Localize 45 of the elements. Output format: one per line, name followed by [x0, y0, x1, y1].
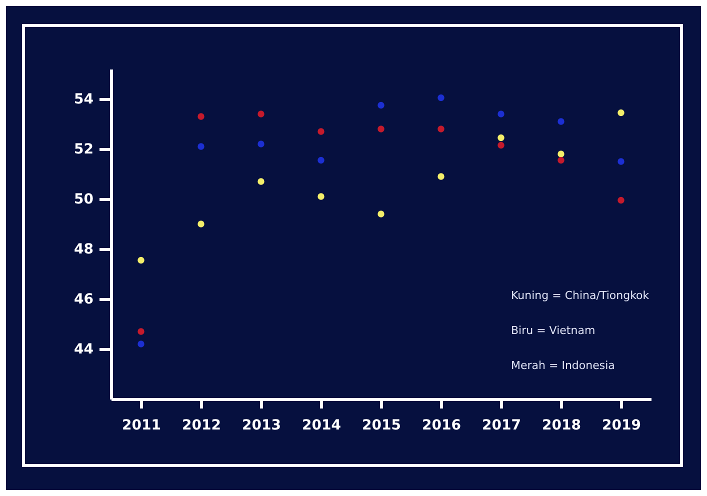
point: [318, 128, 324, 135]
y-tick-label: 46: [74, 292, 94, 308]
x-tick-label: 2012: [182, 418, 221, 434]
point: [618, 109, 624, 116]
annotation: Merah = Indonesia: [511, 359, 615, 372]
annotation: Biru = Vietnam: [511, 324, 596, 337]
x-tick-label: 2013: [242, 418, 281, 434]
point: [498, 142, 504, 149]
x-tick-label: 2018: [542, 418, 581, 434]
x-tick-label: 2017: [482, 418, 521, 434]
y-tick-label: 52: [74, 142, 94, 158]
point: [138, 256, 144, 264]
point: [558, 150, 564, 158]
point: [378, 102, 384, 109]
point: [378, 126, 384, 132]
point: [438, 126, 444, 132]
point: [198, 220, 204, 228]
point: [378, 210, 384, 218]
point: [498, 110, 504, 118]
point: [318, 156, 324, 164]
point: [198, 143, 204, 150]
point: [558, 156, 564, 164]
x-tick-label: 2019: [602, 418, 641, 434]
x-tick-label: 2014: [302, 418, 342, 434]
y-tick-label: 48: [74, 242, 94, 258]
point: [318, 193, 324, 200]
point: [258, 178, 264, 185]
x-tick-label: 2015: [362, 418, 401, 434]
y-tick-label: 54: [74, 92, 94, 108]
point: [558, 118, 564, 125]
x-tick-label: 2011: [122, 418, 161, 434]
point: [198, 113, 204, 120]
x-tick-label: 2016: [422, 418, 461, 434]
y-tick-label: 50: [74, 192, 94, 208]
point: [438, 173, 444, 180]
annotation: Kuning = China/Tiongkok: [511, 289, 650, 302]
point: [618, 196, 624, 204]
point: [138, 328, 144, 335]
y-tick-label: 44: [74, 342, 94, 358]
point: [258, 140, 264, 148]
point: [438, 94, 444, 102]
point: [258, 110, 264, 118]
point: [618, 158, 624, 165]
point: [498, 134, 504, 142]
point: [138, 340, 144, 348]
